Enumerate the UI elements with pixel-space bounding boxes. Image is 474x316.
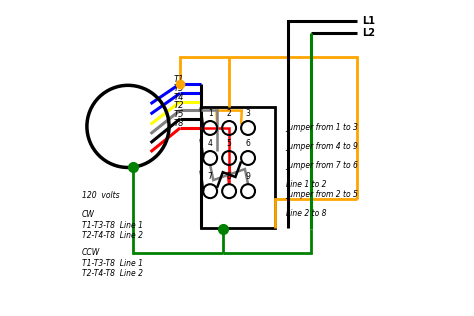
Text: 5: 5 bbox=[227, 139, 231, 148]
Text: T3: T3 bbox=[174, 84, 184, 93]
Text: Line 1 to 2: Line 1 to 2 bbox=[286, 180, 327, 189]
Text: T4: T4 bbox=[174, 93, 184, 102]
Text: 120  volts: 120 volts bbox=[82, 191, 120, 200]
Text: 9: 9 bbox=[246, 173, 250, 181]
Text: 1: 1 bbox=[208, 109, 212, 118]
FancyBboxPatch shape bbox=[201, 107, 275, 228]
Text: 3: 3 bbox=[246, 109, 250, 118]
Text: 4: 4 bbox=[208, 139, 212, 148]
Text: Line 2 to 8: Line 2 to 8 bbox=[286, 209, 327, 218]
Text: L2: L2 bbox=[362, 28, 375, 38]
Text: 8: 8 bbox=[227, 173, 231, 181]
Text: T2: T2 bbox=[174, 101, 184, 110]
Text: T5: T5 bbox=[174, 110, 184, 119]
Text: L1: L1 bbox=[362, 15, 375, 26]
Text: 6: 6 bbox=[246, 139, 250, 148]
Text: CW: CW bbox=[82, 210, 95, 219]
Text: T1-T3-T8  Line 1: T1-T3-T8 Line 1 bbox=[82, 259, 143, 268]
Text: 7: 7 bbox=[208, 173, 212, 181]
Text: Jumper from 2 to 5: Jumper from 2 to 5 bbox=[286, 190, 358, 199]
Text: Jumper from 7 to 6: Jumper from 7 to 6 bbox=[286, 161, 358, 170]
Text: 2: 2 bbox=[227, 109, 231, 118]
Text: T8: T8 bbox=[174, 119, 184, 128]
Text: T2-T4-T8  Line 2: T2-T4-T8 Line 2 bbox=[82, 231, 143, 240]
Text: Jumper from 4 to 9: Jumper from 4 to 9 bbox=[286, 143, 358, 151]
Text: T1-T3-T8  Line 1: T1-T3-T8 Line 1 bbox=[82, 222, 143, 230]
Text: Jumper from 1 to 3: Jumper from 1 to 3 bbox=[286, 124, 358, 132]
Text: T2-T4-T8  Line 2: T2-T4-T8 Line 2 bbox=[82, 269, 143, 278]
Text: T1: T1 bbox=[174, 75, 184, 83]
Text: CCW: CCW bbox=[82, 248, 100, 257]
